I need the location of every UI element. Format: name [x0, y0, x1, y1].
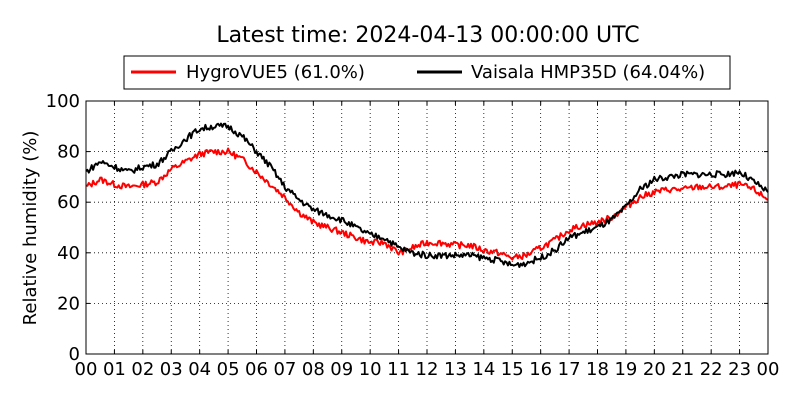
chart-title: Latest time: 2024-04-13 00:00:00 UTC — [216, 23, 639, 48]
x-tick-label: 22 — [700, 359, 723, 380]
legend: HygroVUE5 (61.0%) Vaisala HMP35D (64.04%… — [123, 55, 731, 90]
legend-label-hygrovue5: HygroVUE5 (61.0%) — [186, 62, 365, 83]
x-tick-label: 12 — [416, 359, 439, 380]
y-tick-label: 100 — [46, 91, 80, 112]
y-tick-label: 80 — [57, 142, 80, 163]
x-tick-label: 18 — [586, 359, 609, 380]
y-axis-label: Relative humidity (%) — [20, 131, 41, 326]
x-tick-label: 01 — [103, 359, 126, 380]
x-tick-label: 06 — [245, 359, 268, 380]
x-tick-label: 09 — [330, 359, 353, 380]
x-tick-label: 04 — [188, 359, 211, 380]
y-tick-label: 20 — [57, 293, 80, 314]
ticks: 00 01 02 03 04 05 06 07 08 09 10 11 12 13 14 15 16 17 18 19… — [46, 91, 780, 380]
y-tick-label: 40 — [57, 243, 80, 264]
series-line-vaisala — [85, 122, 769, 268]
y-tick-label: 0 — [69, 344, 80, 365]
grid — [86, 101, 768, 354]
x-tick-label: 11 — [387, 359, 410, 380]
x-tick-label: 05 — [217, 359, 240, 380]
x-tick-label: 07 — [273, 359, 296, 380]
x-tick-label: 13 — [444, 359, 467, 380]
legend-label-vaisala: Vaisala HMP35D (64.04%) — [471, 62, 705, 83]
x-tick-label: 02 — [131, 359, 154, 380]
x-tick-label: 00 — [75, 359, 98, 380]
x-tick-label: 10 — [359, 359, 382, 380]
x-tick-label: 19 — [614, 359, 637, 380]
x-tick-label: 16 — [529, 359, 552, 380]
x-tick-label: 08 — [302, 359, 325, 380]
x-tick-label: 15 — [501, 359, 524, 380]
series-line-hygrovue5 — [85, 147, 769, 261]
x-tick-label: 20 — [643, 359, 666, 380]
x-tick-label: 21 — [671, 359, 694, 380]
x-tick-label: 00 — [757, 359, 780, 380]
y-tick-label: 60 — [57, 192, 80, 213]
series-lines — [85, 122, 769, 268]
x-tick-label: 03 — [160, 359, 183, 380]
x-tick-label: 17 — [558, 359, 581, 380]
x-tick-label: 14 — [472, 359, 495, 380]
x-tick-label: 23 — [728, 359, 751, 380]
